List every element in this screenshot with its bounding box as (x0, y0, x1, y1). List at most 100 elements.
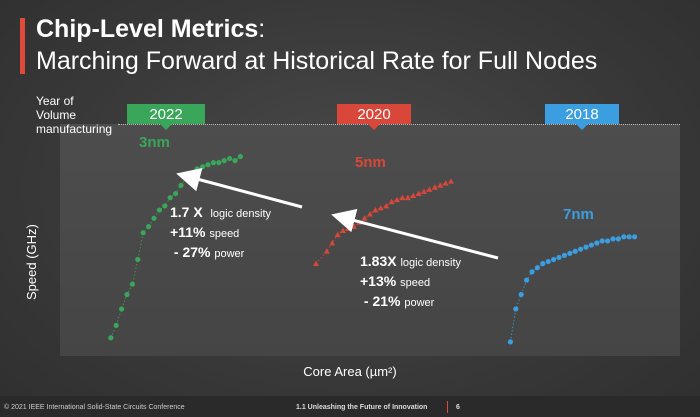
point-7nm (605, 238, 611, 244)
speed-label: speed (209, 228, 240, 240)
arrow-5nm-to-3nm (176, 168, 303, 209)
footer-page-number: 6 (456, 404, 460, 411)
point-5nm (421, 188, 427, 194)
point-5nm (448, 178, 454, 184)
callout-5nm-vs-7nm: 1.83X logic density +13% speed - 21% pow… (360, 252, 461, 312)
point-3nm (205, 162, 211, 168)
point-7nm (588, 242, 595, 248)
point-3nm (129, 281, 135, 287)
point-3nm (189, 170, 195, 176)
point-5nm (383, 202, 390, 209)
point-7nm (599, 238, 605, 244)
point-5nm (377, 204, 384, 211)
point-3nm (221, 158, 227, 164)
point-3nm (216, 160, 222, 166)
footer-bar (0, 396, 700, 417)
plot-area (60, 124, 680, 356)
point-7nm (632, 234, 638, 240)
x-axis-label: Core Area (µm²) (303, 364, 397, 379)
density-value: 1.7 X (170, 204, 203, 220)
point-5nm (388, 198, 395, 205)
label-3nm: 3nm (139, 134, 170, 151)
arrow-7nm-to-5nm (331, 208, 499, 260)
point-7nm (556, 254, 562, 261)
point-5nm (367, 211, 373, 217)
flag-2020: 2020 (337, 104, 411, 130)
point-3nm (173, 190, 179, 197)
footer-session: 1.1 Unleashing the Future of Innovation (296, 404, 428, 411)
point-7nm (551, 256, 557, 263)
point-3nm (124, 291, 130, 298)
callout-3nm-vs-5nm: 1.7 X logic density +11% speed - 27% pow… (170, 203, 271, 263)
footer-copyright: © 2021 IEEE International Solid-State Ci… (4, 404, 185, 411)
flag-2018: 2018 (545, 104, 619, 130)
label-5nm: 5nm (355, 154, 386, 171)
point-5nm (399, 194, 406, 201)
slide-subtitle: Marching Forward at Historical Rate for … (36, 47, 598, 75)
point-3nm (194, 166, 200, 172)
flag-2022: 2022 (127, 104, 205, 130)
speed-value: +11% (170, 224, 206, 240)
point-5nm (410, 192, 417, 199)
point-3nm (200, 164, 206, 170)
point-3nm (140, 230, 146, 236)
top-gridline (118, 124, 680, 125)
point-7nm (567, 250, 573, 256)
point-5nm (394, 196, 400, 203)
point-5nm (345, 225, 352, 231)
density-label: logic density (210, 208, 272, 220)
flag-2020-shape (337, 104, 411, 130)
power-label: power (404, 297, 435, 309)
title-bold: Chip-Level Metrics (36, 15, 259, 43)
label-7nm: 7nm (563, 206, 594, 223)
point-7nm (572, 248, 578, 254)
point-7nm (518, 291, 524, 298)
point-7nm (578, 246, 584, 252)
point-7nm (513, 306, 519, 312)
point-3nm (113, 322, 119, 328)
point-7nm (621, 234, 627, 240)
flag-2022-shape (127, 104, 205, 130)
power-value: - 21% (363, 293, 401, 309)
flag-2018-shape (545, 104, 619, 130)
point-3nm (108, 335, 114, 341)
point-5nm (426, 186, 433, 192)
point-7nm (524, 277, 530, 283)
point-5nm (437, 182, 444, 188)
point-3nm (232, 158, 238, 164)
density-value: 1.83X (360, 253, 397, 269)
point-3nm (162, 203, 168, 209)
point-5nm (334, 231, 341, 238)
speed-value: +13% (360, 273, 397, 289)
point-5nm (431, 184, 438, 190)
density-label: logic density (400, 257, 462, 269)
point-7nm (507, 339, 513, 345)
trend-line-7nm (509, 236, 635, 342)
point-3nm (237, 153, 243, 160)
speed-label: speed (400, 277, 431, 289)
footer-separator (447, 401, 448, 413)
flag-2022-label: 2022 (149, 106, 183, 123)
point-3nm (146, 223, 152, 230)
point-3nm (210, 160, 216, 166)
point-7nm (540, 261, 546, 267)
point-5nm (415, 190, 422, 196)
point-7nm (529, 269, 535, 275)
point-5nm (372, 207, 379, 213)
flag-2018-label: 2018 (565, 106, 599, 123)
point-3nm (119, 306, 125, 312)
slide-title: Chip-Level Metrics: (36, 14, 265, 44)
title-colon: : (258, 15, 266, 43)
point-5nm (329, 240, 336, 246)
power-label: power (214, 248, 245, 260)
point-7nm (610, 236, 616, 242)
point-7nm (561, 252, 568, 258)
point-7nm (534, 265, 541, 271)
point-3nm (167, 195, 173, 201)
point-5nm (442, 180, 449, 186)
flag-2020-label: 2020 (357, 106, 391, 123)
point-7nm (583, 244, 589, 250)
point-3nm (151, 215, 157, 221)
point-5nm (361, 215, 368, 221)
